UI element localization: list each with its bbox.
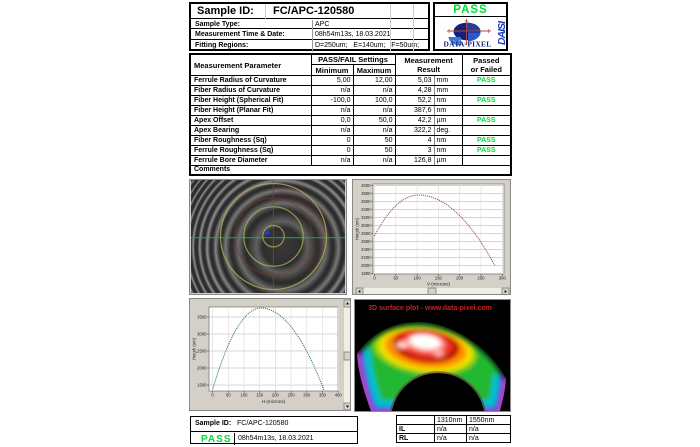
svg-text:3000: 3000 — [197, 332, 207, 337]
svg-text:0: 0 — [373, 276, 376, 281]
svg-text:3600: 3600 — [361, 199, 371, 204]
svg-text:350: 350 — [319, 393, 327, 398]
svg-text:4000: 4000 — [361, 183, 371, 188]
svg-text:H (microns): H (microns) — [262, 399, 286, 404]
svg-text:3000: 3000 — [361, 223, 371, 228]
svg-text:300: 300 — [499, 276, 507, 281]
svg-text:DAISI: DAISI — [496, 20, 506, 45]
svg-text:250: 250 — [478, 276, 486, 281]
svg-text:200: 200 — [456, 276, 464, 281]
svg-text:2400: 2400 — [361, 247, 371, 252]
svg-text:3500: 3500 — [197, 315, 207, 320]
svg-text:2200: 2200 — [361, 255, 371, 260]
svg-text:3D surface plot - www.data-pix: 3D surface plot - www.data-pixel.com — [368, 305, 492, 312]
svg-text:3200: 3200 — [361, 215, 371, 220]
svg-text:2000: 2000 — [197, 366, 207, 371]
svg-text:1800: 1800 — [361, 271, 371, 276]
svg-text:0: 0 — [211, 393, 214, 398]
svg-text:400: 400 — [335, 393, 343, 398]
svg-text:250: 250 — [288, 393, 296, 398]
svg-text:3400: 3400 — [361, 207, 371, 212]
svg-text:2000: 2000 — [361, 263, 371, 268]
svg-text:50: 50 — [393, 276, 398, 281]
svg-text:300: 300 — [303, 393, 311, 398]
svg-text:1500: 1500 — [197, 383, 207, 388]
svg-text:3800: 3800 — [361, 191, 371, 196]
svg-text:100: 100 — [414, 276, 422, 281]
svg-text:50: 50 — [226, 393, 231, 398]
svg-text:DATA-PIXEL: DATA-PIXEL — [444, 40, 492, 49]
svg-text:150: 150 — [435, 276, 443, 281]
svg-text:2600: 2600 — [361, 239, 371, 244]
svg-text:200: 200 — [272, 393, 280, 398]
svg-text:V (microns): V (microns) — [427, 282, 451, 287]
svg-text:100: 100 — [241, 393, 249, 398]
svg-text:Heigth (um): Heigth (um) — [355, 217, 360, 239]
svg-text:Heigth (um): Heigth (um) — [192, 337, 197, 359]
svg-text:2500: 2500 — [197, 349, 207, 354]
svg-text:150: 150 — [256, 393, 264, 398]
svg-text:2800: 2800 — [361, 231, 371, 236]
